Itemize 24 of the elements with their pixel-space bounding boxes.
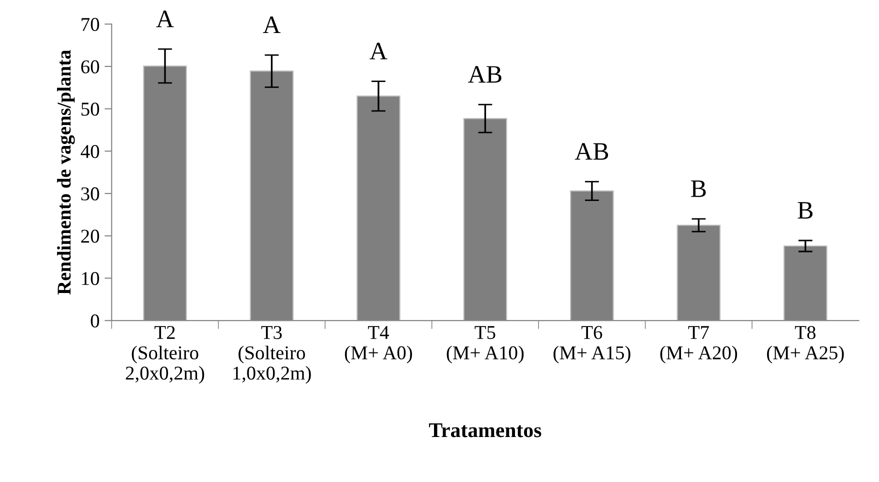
- x-tick-label: T8 (M+ A25): [767, 326, 844, 364]
- y-tick-label: 30: [81, 187, 100, 200]
- annotation: AB: [468, 66, 502, 83]
- y-tick-label: 0: [90, 314, 100, 328]
- x-tick-label: T7 (M+ A20): [660, 326, 738, 364]
- x-tick-label: T3 (Solteiro 1,0x0,2m): [233, 326, 311, 384]
- y-tick-label: 70: [82, 18, 100, 32]
- y-tick-label: 50: [82, 102, 100, 116]
- x-tick-label: T2 (Solteiro 2,0x0,2m): [126, 326, 204, 384]
- x-tick-label: T4 (M+ A0): [344, 326, 412, 364]
- x-axis-title: Tratamentos: [429, 423, 542, 438]
- annotation: A: [262, 16, 281, 34]
- annotation: B: [798, 202, 813, 219]
- y-tick-label: 60: [81, 60, 100, 74]
- annotation: AB: [574, 143, 608, 160]
- x-tick-label: T5 (M+ A10): [446, 326, 524, 364]
- y-tick-label: 40: [80, 144, 100, 158]
- y-tick-label: 20: [81, 230, 100, 243]
- y-tick-label: 10: [82, 272, 100, 286]
- y-axis-title: Rendimento de vagens/planta: [57, 50, 75, 295]
- annotation: A: [370, 42, 388, 60]
- annotation: A: [156, 10, 174, 28]
- annotation: B: [691, 180, 706, 197]
- x-tick-label: T6 (M+ A15): [554, 326, 630, 364]
